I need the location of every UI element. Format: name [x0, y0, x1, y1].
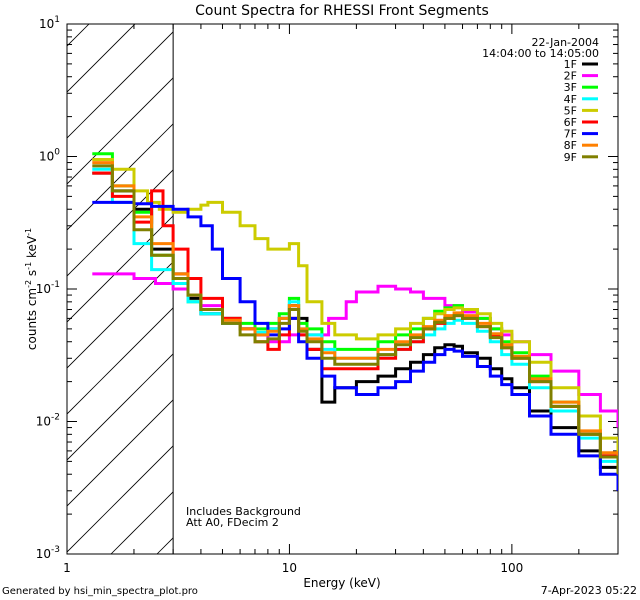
- hatch-line: [67, 77, 174, 185]
- series-line-4F: [92, 167, 618, 478]
- y-tick-label: 10-1: [36, 280, 60, 296]
- hatch-line: [67, 31, 174, 139]
- legend-label-9F: 9F: [564, 151, 577, 164]
- hatch-line: [67, 169, 174, 277]
- hatch-line: [295, 0, 640, 554]
- legend-label-8F: 8F: [564, 139, 577, 152]
- hatch-line: [67, 399, 174, 507]
- hatch-line: [67, 261, 174, 369]
- hatch-line: [67, 24, 90, 47]
- series-line-3F: [92, 152, 618, 472]
- chart-title: Count Spectra for RHESSI Front Segments: [195, 3, 489, 19]
- series-line-7F: [92, 200, 618, 491]
- hatch-line: [67, 24, 136, 93]
- hatch-line: [341, 0, 640, 554]
- legend-label-1F: 1F: [564, 58, 577, 71]
- note-attenuator: Att A0, FDecim 2: [186, 516, 279, 529]
- legend-label-4F: 4F: [564, 93, 577, 106]
- date-label: 22-Jan-2004: [532, 36, 600, 49]
- series-line-1F: [92, 171, 618, 482]
- y-tick-label: 100: [39, 148, 60, 164]
- plot-frame: [66, 23, 619, 555]
- legend-label-5F: 5F: [564, 104, 577, 117]
- y-axis-label: counts cm-2 s-1 keV-1: [24, 228, 39, 350]
- y-tick-label: 101: [39, 15, 60, 31]
- x-axis-label: Energy (keV): [303, 576, 380, 590]
- x-tick-label: 100: [500, 561, 523, 575]
- y-tick-label: 10-3: [36, 545, 60, 561]
- hatch-line: [67, 445, 174, 553]
- legend-label-6F: 6F: [564, 116, 577, 129]
- hatch-line: [67, 353, 174, 461]
- time-range-label: 14:04:00 to 14:05:00: [482, 47, 599, 60]
- note-background: Includes Background: [186, 505, 301, 518]
- axes: 1 10 100 101 100 10-1 10-2 10-3: [36, 15, 619, 575]
- x-tick-label: 1: [63, 561, 71, 575]
- series-line-9F: [92, 164, 618, 475]
- legend-label-3F: 3F: [564, 81, 577, 94]
- hatch-line: [67, 307, 174, 415]
- y-tick-label: 10-2: [36, 413, 60, 429]
- footer-timestamp: 7-Apr-2023 05:22: [541, 584, 637, 597]
- hatch-line: [0, 0, 27, 554]
- footer-generated-by: Generated by hsi_min_spectra_plot.pro: [2, 586, 198, 597]
- series-layer: [92, 152, 618, 491]
- legend-label-2F: 2F: [564, 70, 577, 83]
- attenuator-hatch-region: [0, 0, 640, 554]
- x-tick-label: 10: [282, 561, 297, 575]
- legend-label-7F: 7F: [564, 128, 577, 141]
